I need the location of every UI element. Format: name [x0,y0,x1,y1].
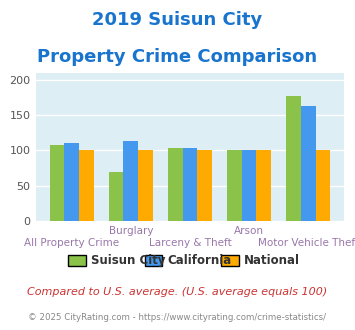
Bar [64,143,79,221]
Text: National: National [244,254,300,267]
Bar [256,150,271,221]
Bar [227,150,242,221]
Bar [109,172,124,221]
Text: Suisun City: Suisun City [92,254,166,267]
Bar [182,148,197,221]
Bar [197,150,212,221]
Text: Arson: Arson [234,226,264,236]
Bar [286,96,301,221]
Bar [242,150,256,221]
Text: California: California [168,254,232,267]
Bar [138,150,153,221]
Text: All Property Crime: All Property Crime [24,238,119,248]
Bar [79,150,94,221]
Bar [124,141,138,221]
Text: © 2025 CityRating.com - https://www.cityrating.com/crime-statistics/: © 2025 CityRating.com - https://www.city… [28,313,327,322]
Text: Compared to U.S. average. (U.S. average equals 100): Compared to U.S. average. (U.S. average … [27,287,328,297]
Bar [316,150,330,221]
Text: Larceny & Theft: Larceny & Theft [148,238,231,248]
Text: Motor Vehicle Theft: Motor Vehicle Theft [258,238,355,248]
Text: Burglary: Burglary [109,226,153,236]
Bar [168,148,182,221]
Text: Property Crime Comparison: Property Crime Comparison [37,48,318,66]
Bar [301,106,316,221]
Text: 2019 Suisun City: 2019 Suisun City [92,11,263,29]
Bar [50,146,64,221]
